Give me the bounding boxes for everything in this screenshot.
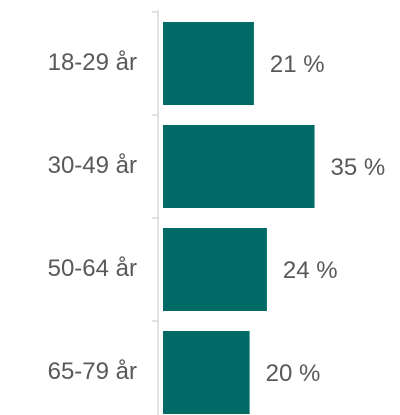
value-label: 21 % [270, 51, 325, 78]
value-label: 35 % [331, 154, 386, 181]
bar [163, 125, 315, 208]
bar [163, 22, 254, 105]
category-label: 65-79 år [48, 358, 137, 385]
bar [163, 228, 267, 311]
bar [163, 331, 250, 414]
value-label: 20 % [266, 360, 321, 387]
category-label: 50-64 år [48, 255, 137, 282]
value-label: 24 % [283, 257, 338, 284]
category-label: 18-29 år [48, 49, 137, 76]
category-label: 30-49 år [48, 152, 137, 179]
